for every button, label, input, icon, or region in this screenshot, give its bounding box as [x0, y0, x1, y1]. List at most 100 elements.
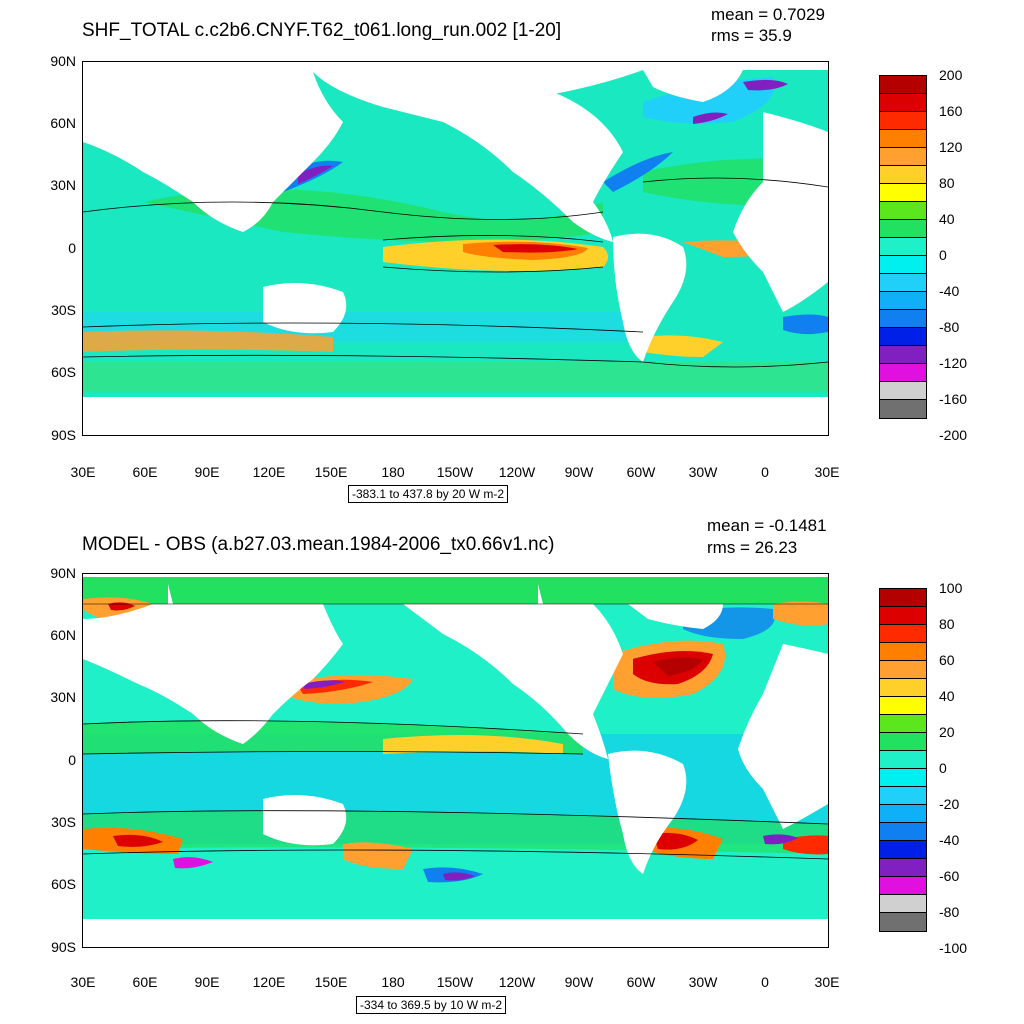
panel-2-lon-label: 0	[761, 974, 769, 990]
colorbar-segment	[880, 589, 926, 607]
panel-1-range-label: -383.1 to 437.8 by 20 W m-2	[348, 485, 509, 503]
panel-1-lat-label: 90S	[51, 427, 76, 443]
colorbar-segment	[880, 823, 926, 841]
panel-2-rms: rms = 26.23	[707, 538, 798, 557]
colorbar-segment	[880, 661, 926, 679]
panel-1-map	[82, 61, 829, 436]
colorbar-segment	[880, 643, 926, 661]
panel-2-lat-label: 30N	[50, 689, 76, 705]
panel-1-lon-label: 30E	[70, 464, 96, 480]
colorbar-segment	[880, 328, 926, 346]
colorbar-segment	[880, 130, 926, 148]
panel-2-lon-label: 60E	[132, 974, 158, 990]
panel-1-lon-label: 150E	[314, 464, 348, 480]
colorbar-segment	[880, 607, 926, 625]
panel-2-title: MODEL - OBS (a.b27.03.mean.1984-2006_tx0…	[82, 534, 555, 555]
panel-2-lat-label: 90S	[51, 939, 76, 955]
colorbar-segment	[880, 220, 926, 238]
colorbar-label: -40	[939, 832, 960, 848]
panel-2-lon-label: 30E	[70, 974, 96, 990]
colorbar-segment	[880, 364, 926, 382]
panel-2-map	[82, 573, 829, 948]
colorbar-label: 200	[939, 67, 963, 83]
colorbar-label: 120	[939, 139, 963, 155]
colorbar-label: -100	[939, 940, 968, 956]
colorbar-label: 0	[939, 760, 947, 776]
panel-2-lon-label: 120E	[252, 974, 286, 990]
colorbar-label: 80	[939, 175, 955, 191]
colorbar-label: -80	[939, 319, 960, 335]
colorbar-segment	[880, 202, 926, 220]
colorbar-segment	[880, 697, 926, 715]
panel-1-lat-label: 60N	[50, 115, 76, 131]
panel-2-map-field	[83, 574, 828, 947]
colorbar-segment	[880, 769, 926, 787]
panel-1-lon-label: 60W	[626, 464, 656, 480]
panel-1-lat-label: 0	[68, 240, 76, 256]
colorbar-segment	[880, 841, 926, 859]
colorbar-segment	[880, 913, 926, 931]
colorbar-label: 40	[939, 211, 955, 227]
panel-2-lat-label: 90N	[50, 565, 76, 581]
colorbar-segment	[880, 805, 926, 823]
colorbar-segment	[880, 346, 926, 364]
panel-2-lon-label: 120W	[498, 974, 536, 990]
colorbar-label: 60	[939, 652, 955, 668]
panel-2-lat-label: 60S	[51, 876, 76, 892]
colorbar-segment	[880, 733, 926, 751]
colorbar-segment	[880, 382, 926, 400]
colorbar-label: 20	[939, 724, 955, 740]
panel-2-lon-label: 30W	[688, 974, 718, 990]
panel-2-lon-label: 150W	[436, 974, 474, 990]
panel-1-lon-label: 60E	[132, 464, 158, 480]
panel-1-lon-label: 0	[761, 464, 769, 480]
colorbar-label: -200	[939, 427, 968, 443]
panel-1-lon-label: 120W	[498, 464, 536, 480]
panel-2-lon-label: 90E	[194, 974, 220, 990]
colorbar-segment	[880, 787, 926, 805]
panel-1-lat-label: 90N	[50, 53, 76, 69]
colorbar-segment	[880, 895, 926, 913]
colorbar-segment	[880, 715, 926, 733]
colorbar-label: 40	[939, 688, 955, 704]
colorbar-segment	[880, 256, 926, 274]
colorbar-segment	[880, 274, 926, 292]
colorbar-segment	[880, 184, 926, 202]
colorbar-segment	[880, 751, 926, 769]
panel-1-lon-label: 90W	[564, 464, 594, 480]
panel-2-mean: mean = -0.1481	[707, 516, 827, 535]
colorbar-segment	[880, 148, 926, 166]
panel-1-rms: rms = 35.9	[711, 26, 792, 45]
colorbar-label: -160	[939, 391, 968, 407]
colorbar-label: 100	[939, 580, 963, 596]
colorbar-label: 80	[939, 616, 955, 632]
colorbar-segment	[880, 112, 926, 130]
colorbar-segment	[880, 292, 926, 310]
panel-1-map-field	[83, 62, 828, 435]
panel-1-lat-label: 30N	[50, 177, 76, 193]
panel-1-lon-label: 120E	[252, 464, 286, 480]
colorbar-segment	[880, 166, 926, 184]
panel-2-lon-label: 90W	[564, 974, 594, 990]
panel-2-lat-label: 60N	[50, 627, 76, 643]
panel-2-lat-label: 0	[68, 752, 76, 768]
panel-1-lon-label: 90E	[194, 464, 220, 480]
panel-2-lon-label: 150E	[314, 974, 348, 990]
colorbar-label: -60	[939, 868, 960, 884]
panel-1-lat-label: 60S	[51, 364, 76, 380]
panel-1-colorbar	[879, 75, 927, 419]
colorbar-segment	[880, 679, 926, 697]
panel-2-lon-label: 30E	[814, 974, 840, 990]
colorbar-label: -20	[939, 796, 960, 812]
colorbar-segment	[880, 877, 926, 895]
panel-1-lon-label: 30W	[688, 464, 718, 480]
panel-2-colorbar	[879, 588, 927, 932]
panel-1-title: SHF_TOTAL c.c2b6.CNYF.T62_t061.long_run.…	[82, 20, 562, 41]
colorbar-label: 0	[939, 247, 947, 263]
colorbar-label: -40	[939, 283, 960, 299]
colorbar-segment	[880, 238, 926, 256]
colorbar-segment	[880, 859, 926, 877]
panel-2-lat-label: 30S	[51, 814, 76, 830]
colorbar-segment	[880, 310, 926, 328]
panel-1-lon-label: 180	[381, 464, 405, 480]
